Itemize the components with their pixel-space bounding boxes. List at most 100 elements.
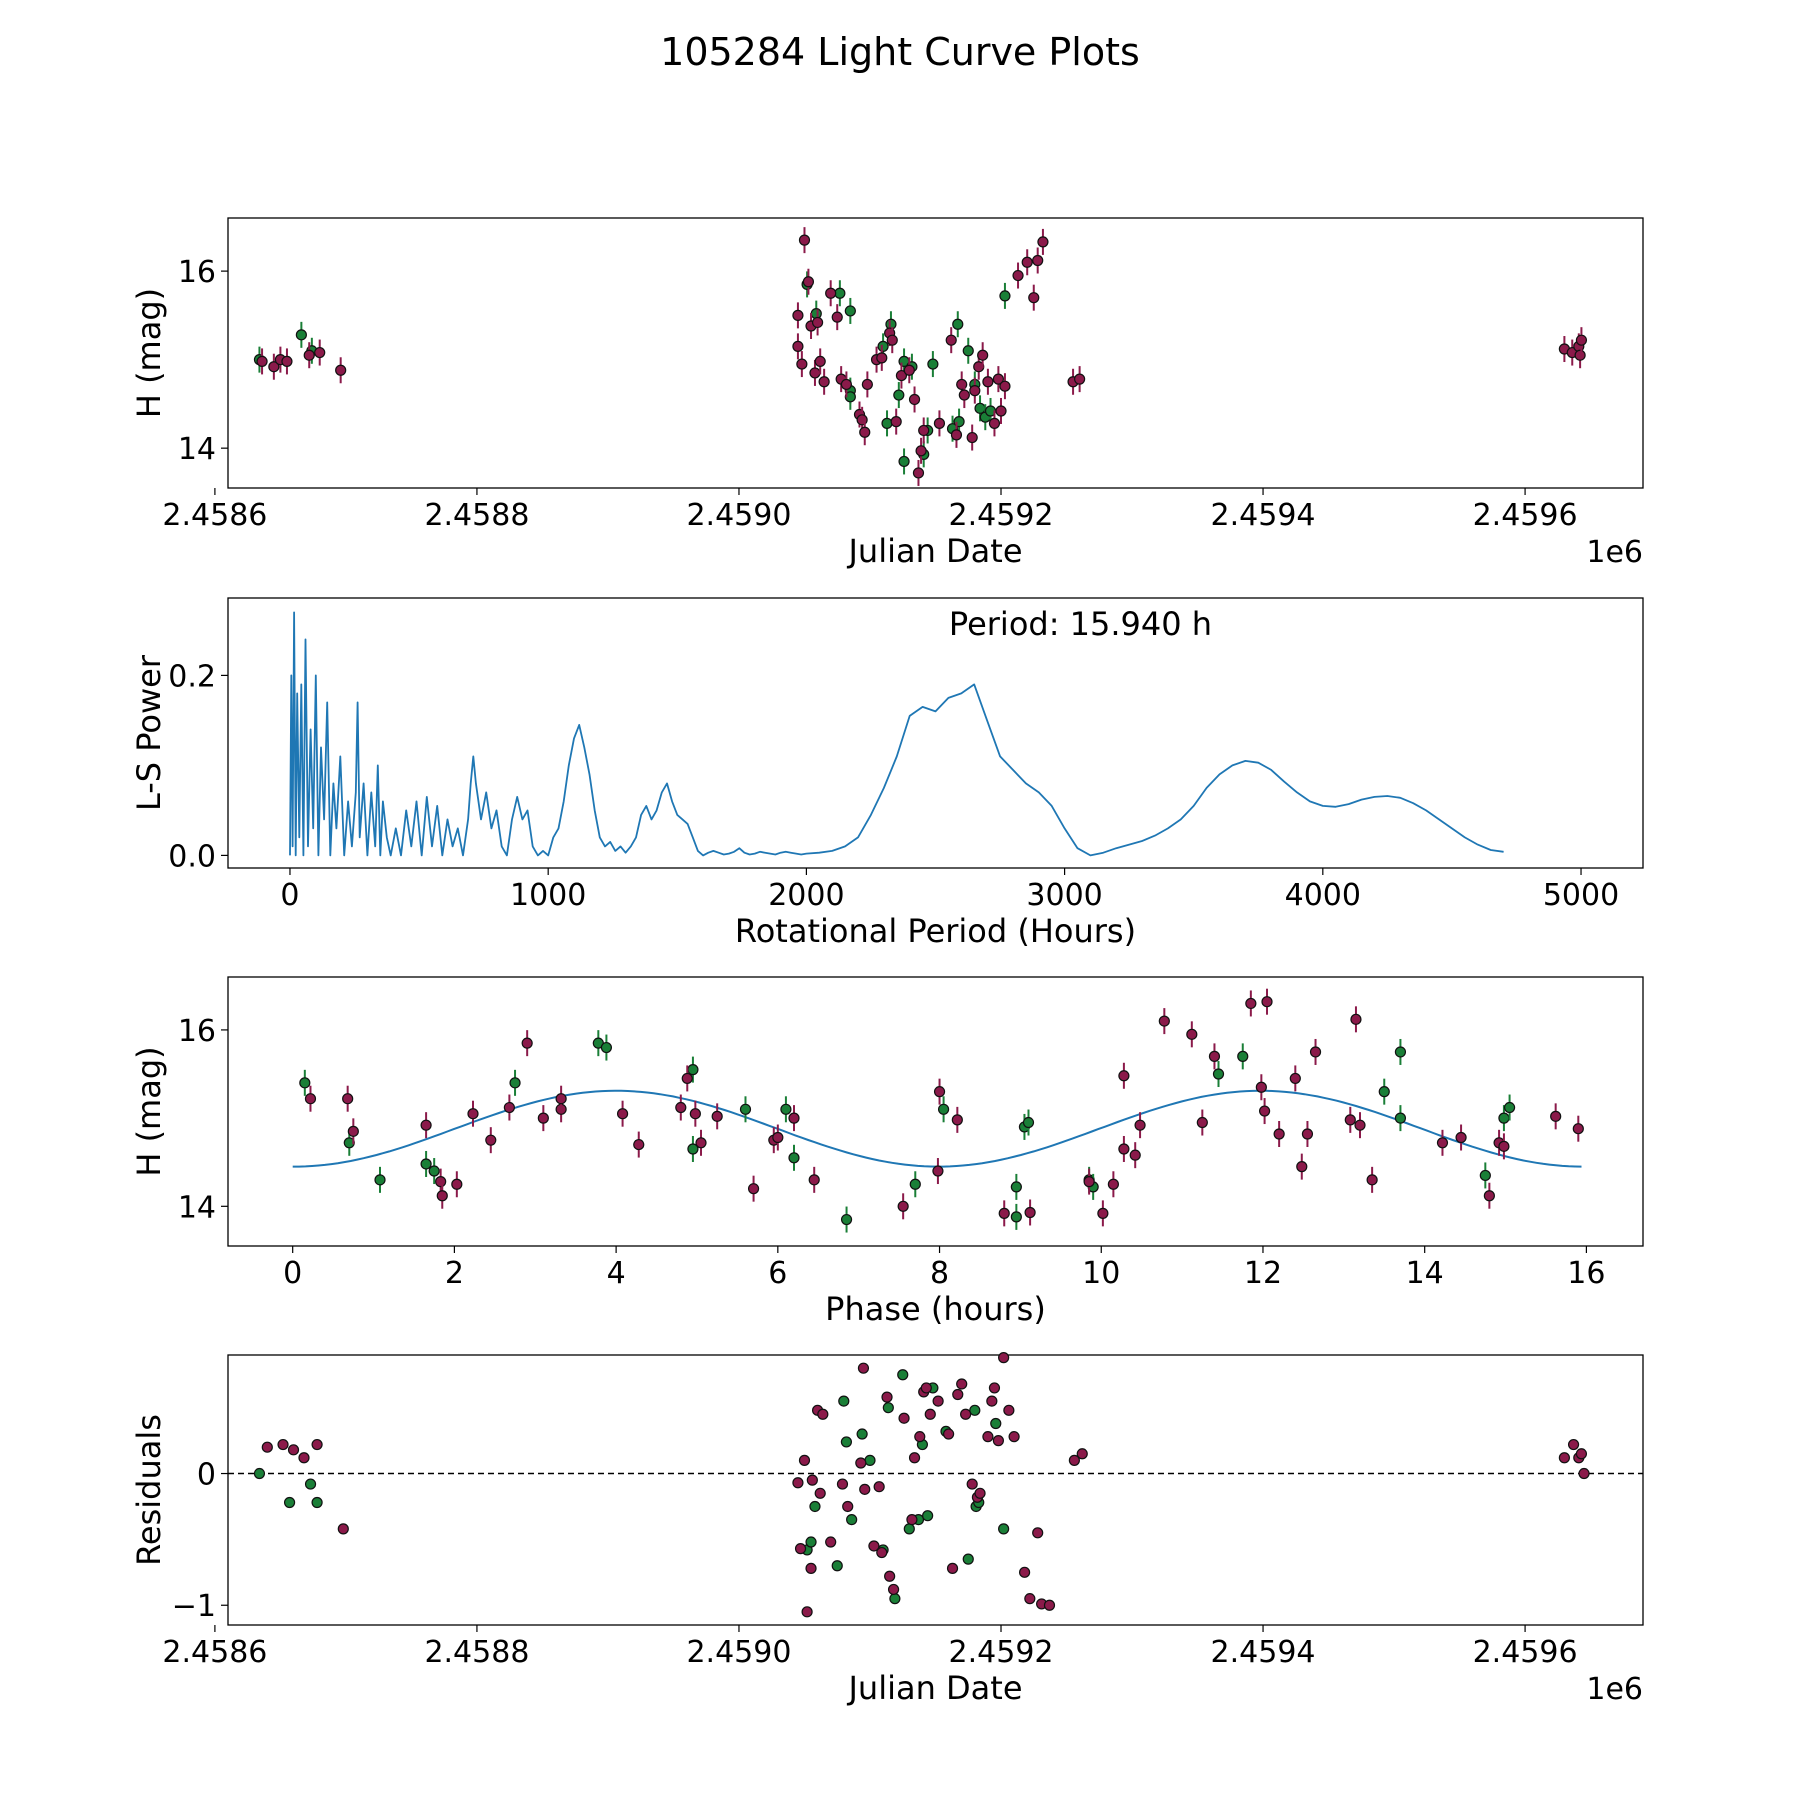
data-point-g <box>253 1467 266 1480</box>
data-point-r <box>876 1546 888 1559</box>
data-point-r <box>1578 1467 1590 1480</box>
data-point-r <box>1097 1207 1109 1219</box>
data-point-r <box>974 1487 986 1499</box>
data-point-r <box>298 1452 310 1464</box>
data-point-g <box>840 1213 853 1226</box>
data-point-r <box>792 309 804 321</box>
data-point-g <box>1394 1046 1407 1058</box>
data-point-r <box>855 1457 867 1469</box>
figure-title: 105284 Light Curve Plots <box>660 30 1140 74</box>
y-axis-label: L-S Power <box>130 654 168 811</box>
data-point-r <box>1498 1140 1510 1152</box>
x-offset-label: 1e6 <box>1586 535 1643 570</box>
data-point-r <box>1455 1131 1467 1144</box>
data-point-r <box>1024 1593 1036 1605</box>
data-point-r <box>303 349 315 361</box>
data-point-r <box>805 1562 817 1574</box>
data-point-g <box>881 417 893 429</box>
data-point-r <box>1018 1566 1031 1578</box>
x-tick-label: 2.4592 <box>949 498 1054 533</box>
data-point-r <box>814 355 826 368</box>
data-point-r <box>960 1408 972 1420</box>
data-point-r <box>887 1583 900 1596</box>
x-offset-label: 1e6 <box>1586 1672 1643 1707</box>
data-point-g <box>969 1404 981 1416</box>
data-point-g <box>962 345 974 357</box>
data-point-r <box>956 1378 968 1390</box>
data-point-r <box>988 1382 1001 1394</box>
x-axis-label: Julian Date <box>846 532 1022 570</box>
data-point-g <box>1378 1086 1390 1098</box>
y-tick-label: 16 <box>178 255 216 290</box>
data-point-r <box>1158 1015 1170 1027</box>
data-point-r <box>898 1412 910 1424</box>
data-point-r <box>915 445 927 457</box>
data-point-r <box>1255 1081 1267 1093</box>
data-point-r <box>467 1108 479 1120</box>
data-point-r <box>521 1037 533 1049</box>
data-point-g <box>1394 1112 1407 1124</box>
data-point-r <box>966 431 978 444</box>
axes-frame <box>227 976 1644 1247</box>
data-point-r <box>1567 1438 1580 1451</box>
data-point-r <box>1024 1206 1036 1219</box>
x-tick-label: 16 <box>1567 1256 1605 1291</box>
data-point-g <box>304 1478 317 1490</box>
x-tick-label: 5000 <box>1543 878 1619 913</box>
data-point-g <box>805 1536 817 1548</box>
data-point-r <box>1037 236 1049 248</box>
data-point-r <box>788 1112 800 1124</box>
x-axis-label: Julian Date <box>846 1669 1022 1707</box>
data-point-r <box>1350 1013 1362 1025</box>
data-point-g <box>600 1041 613 1054</box>
data-point-r <box>914 1431 926 1443</box>
data-point-r <box>261 1441 273 1453</box>
data-point-g <box>974 402 986 414</box>
data-point-g <box>1503 1101 1516 1114</box>
data-point-r <box>1258 1105 1271 1117</box>
data-point-r <box>986 1395 998 1407</box>
data-point-g <box>909 1178 921 1190</box>
data-point-r <box>1273 1128 1285 1140</box>
data-point-r <box>1021 256 1033 268</box>
data-point-r <box>861 378 873 391</box>
x-tick-label: 10 <box>1082 1256 1120 1291</box>
data-point-r <box>1261 996 1273 1008</box>
data-point-r <box>1208 1050 1221 1062</box>
data-point-g <box>831 1560 843 1572</box>
data-point-r <box>304 1093 317 1105</box>
data-point-r <box>1028 292 1040 304</box>
data-point-r <box>992 1435 1004 1447</box>
data-point-g <box>420 1158 432 1170</box>
data-point-g <box>846 1514 858 1526</box>
y-tick-label: −1 <box>172 1589 216 1624</box>
data-point-g <box>1010 1181 1022 1193</box>
data-point-r <box>1572 1123 1584 1135</box>
data-point-r <box>798 234 811 246</box>
data-point-r <box>1575 1448 1588 1460</box>
data-point-r <box>809 367 821 379</box>
data-point-g <box>922 1510 934 1522</box>
data-point-r <box>1118 1143 1130 1155</box>
data-point-r <box>999 380 1011 392</box>
data-point-r <box>966 1478 978 1490</box>
data-point-g <box>780 1103 792 1115</box>
data-point-r <box>946 1562 959 1574</box>
data-point-g <box>1237 1050 1249 1062</box>
data-point-r <box>1558 1452 1570 1464</box>
x-tick-label: 2.4594 <box>1211 498 1316 533</box>
data-point-r <box>998 1352 1010 1364</box>
data-point-r <box>281 355 293 368</box>
data-point-r <box>792 340 804 352</box>
x-tick-label: 14 <box>1406 1256 1444 1291</box>
data-point-r <box>681 1072 693 1085</box>
data-point-r <box>945 334 957 346</box>
data-point-r <box>798 1454 811 1466</box>
data-point-r <box>503 1101 515 1114</box>
data-point-r <box>903 364 915 376</box>
data-point-r <box>747 1183 760 1195</box>
data-point-g <box>1022 1116 1035 1129</box>
data-point-r <box>689 1108 701 1120</box>
data-point-g <box>962 1553 974 1565</box>
x-tick-label: 4 <box>607 1256 626 1291</box>
